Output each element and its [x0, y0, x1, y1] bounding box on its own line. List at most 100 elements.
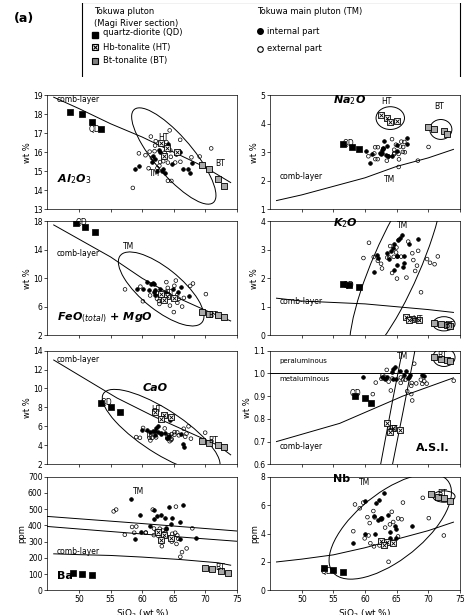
Text: A.S.I.: A.S.I. [416, 443, 449, 453]
Point [151, 407, 159, 417]
Point [156, 524, 164, 534]
Text: Ba: Ba [57, 571, 73, 581]
Point [383, 150, 390, 160]
Point [392, 525, 400, 534]
Point [348, 141, 356, 151]
Point [164, 143, 171, 153]
Point [178, 282, 185, 292]
Point [349, 538, 356, 548]
Point [184, 164, 191, 174]
Point [379, 370, 386, 380]
Point [395, 149, 402, 159]
Point [161, 169, 169, 178]
Point [386, 241, 394, 251]
Point [410, 255, 417, 265]
Point [147, 132, 155, 141]
Point [220, 312, 228, 322]
Point [409, 314, 416, 323]
Point [376, 541, 383, 550]
Point [394, 531, 402, 541]
Point [182, 432, 189, 442]
Point [171, 430, 178, 440]
Point [168, 537, 175, 547]
Point [396, 232, 404, 242]
Point [199, 161, 206, 170]
Point [408, 381, 415, 391]
Point [365, 531, 372, 541]
Point [157, 289, 165, 299]
Point [386, 527, 394, 537]
Point [400, 142, 407, 152]
Point [175, 430, 182, 440]
Point [371, 149, 378, 159]
Point [180, 293, 188, 303]
Point [355, 282, 363, 292]
Text: internal part: internal part [266, 26, 319, 36]
Point [394, 514, 402, 523]
Point [390, 266, 397, 276]
Point [406, 239, 413, 248]
Text: QD: QD [349, 389, 361, 399]
Point [381, 372, 389, 382]
Point [434, 252, 442, 261]
Point [372, 378, 380, 387]
Point [387, 247, 394, 256]
Point [165, 430, 173, 440]
Point [385, 377, 392, 387]
Text: BT: BT [215, 159, 225, 168]
Text: comb-layer: comb-layer [280, 172, 323, 181]
Point [390, 423, 397, 433]
Point [374, 154, 382, 164]
Point [404, 237, 412, 247]
Point [174, 534, 182, 544]
Point [391, 521, 398, 531]
Point [339, 567, 346, 577]
Point [88, 570, 95, 580]
Point [150, 279, 158, 289]
Point [171, 281, 178, 291]
Point [388, 507, 396, 517]
Point [369, 389, 377, 399]
Point [208, 565, 216, 574]
X-axis label: SiO$_2$ (wt %): SiO$_2$ (wt %) [338, 607, 392, 615]
Point [388, 268, 396, 278]
Point [168, 176, 175, 186]
Point [161, 513, 169, 523]
Point [392, 375, 400, 384]
Point [383, 113, 391, 123]
Point [182, 429, 190, 438]
Text: BT: BT [444, 320, 454, 330]
Point [419, 379, 426, 389]
Point [393, 260, 401, 270]
Point [443, 129, 451, 138]
Point [133, 284, 141, 294]
Point [146, 285, 153, 295]
Point [392, 362, 399, 371]
Point [393, 251, 401, 261]
Point [149, 505, 156, 515]
Point [179, 499, 187, 509]
Point [176, 147, 183, 157]
Point [132, 164, 139, 174]
Point [377, 110, 384, 120]
Point [389, 367, 396, 377]
Text: HT: HT [381, 97, 391, 106]
Point [381, 375, 389, 384]
Point [153, 423, 160, 433]
Text: quartz-diorite (QD): quartz-diorite (QD) [103, 28, 182, 37]
Point [164, 140, 172, 149]
Point [414, 156, 422, 165]
Point [172, 502, 180, 512]
Text: comb-layer: comb-layer [57, 95, 100, 103]
Text: comb-layer: comb-layer [57, 355, 100, 363]
Text: external part: external part [266, 44, 321, 54]
Point [443, 355, 451, 365]
Point [364, 512, 371, 522]
Point [380, 144, 388, 154]
Point [156, 148, 164, 157]
Text: Nb: Nb [333, 474, 350, 484]
Point [186, 169, 194, 178]
Point [168, 529, 176, 539]
Text: TM: TM [133, 486, 144, 496]
Text: QD: QD [343, 281, 355, 290]
